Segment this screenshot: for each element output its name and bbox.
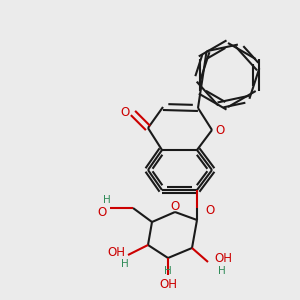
Text: H: H — [164, 266, 172, 276]
Text: OH: OH — [214, 253, 232, 266]
Text: OH: OH — [159, 278, 177, 292]
Text: H: H — [218, 266, 226, 276]
Text: O: O — [98, 206, 107, 220]
Text: H: H — [103, 195, 111, 205]
Text: OH: OH — [107, 245, 125, 259]
Text: O: O — [215, 124, 225, 136]
Text: O: O — [170, 200, 180, 214]
Text: O: O — [205, 205, 214, 218]
Text: O: O — [120, 106, 130, 119]
Text: H: H — [121, 259, 129, 269]
